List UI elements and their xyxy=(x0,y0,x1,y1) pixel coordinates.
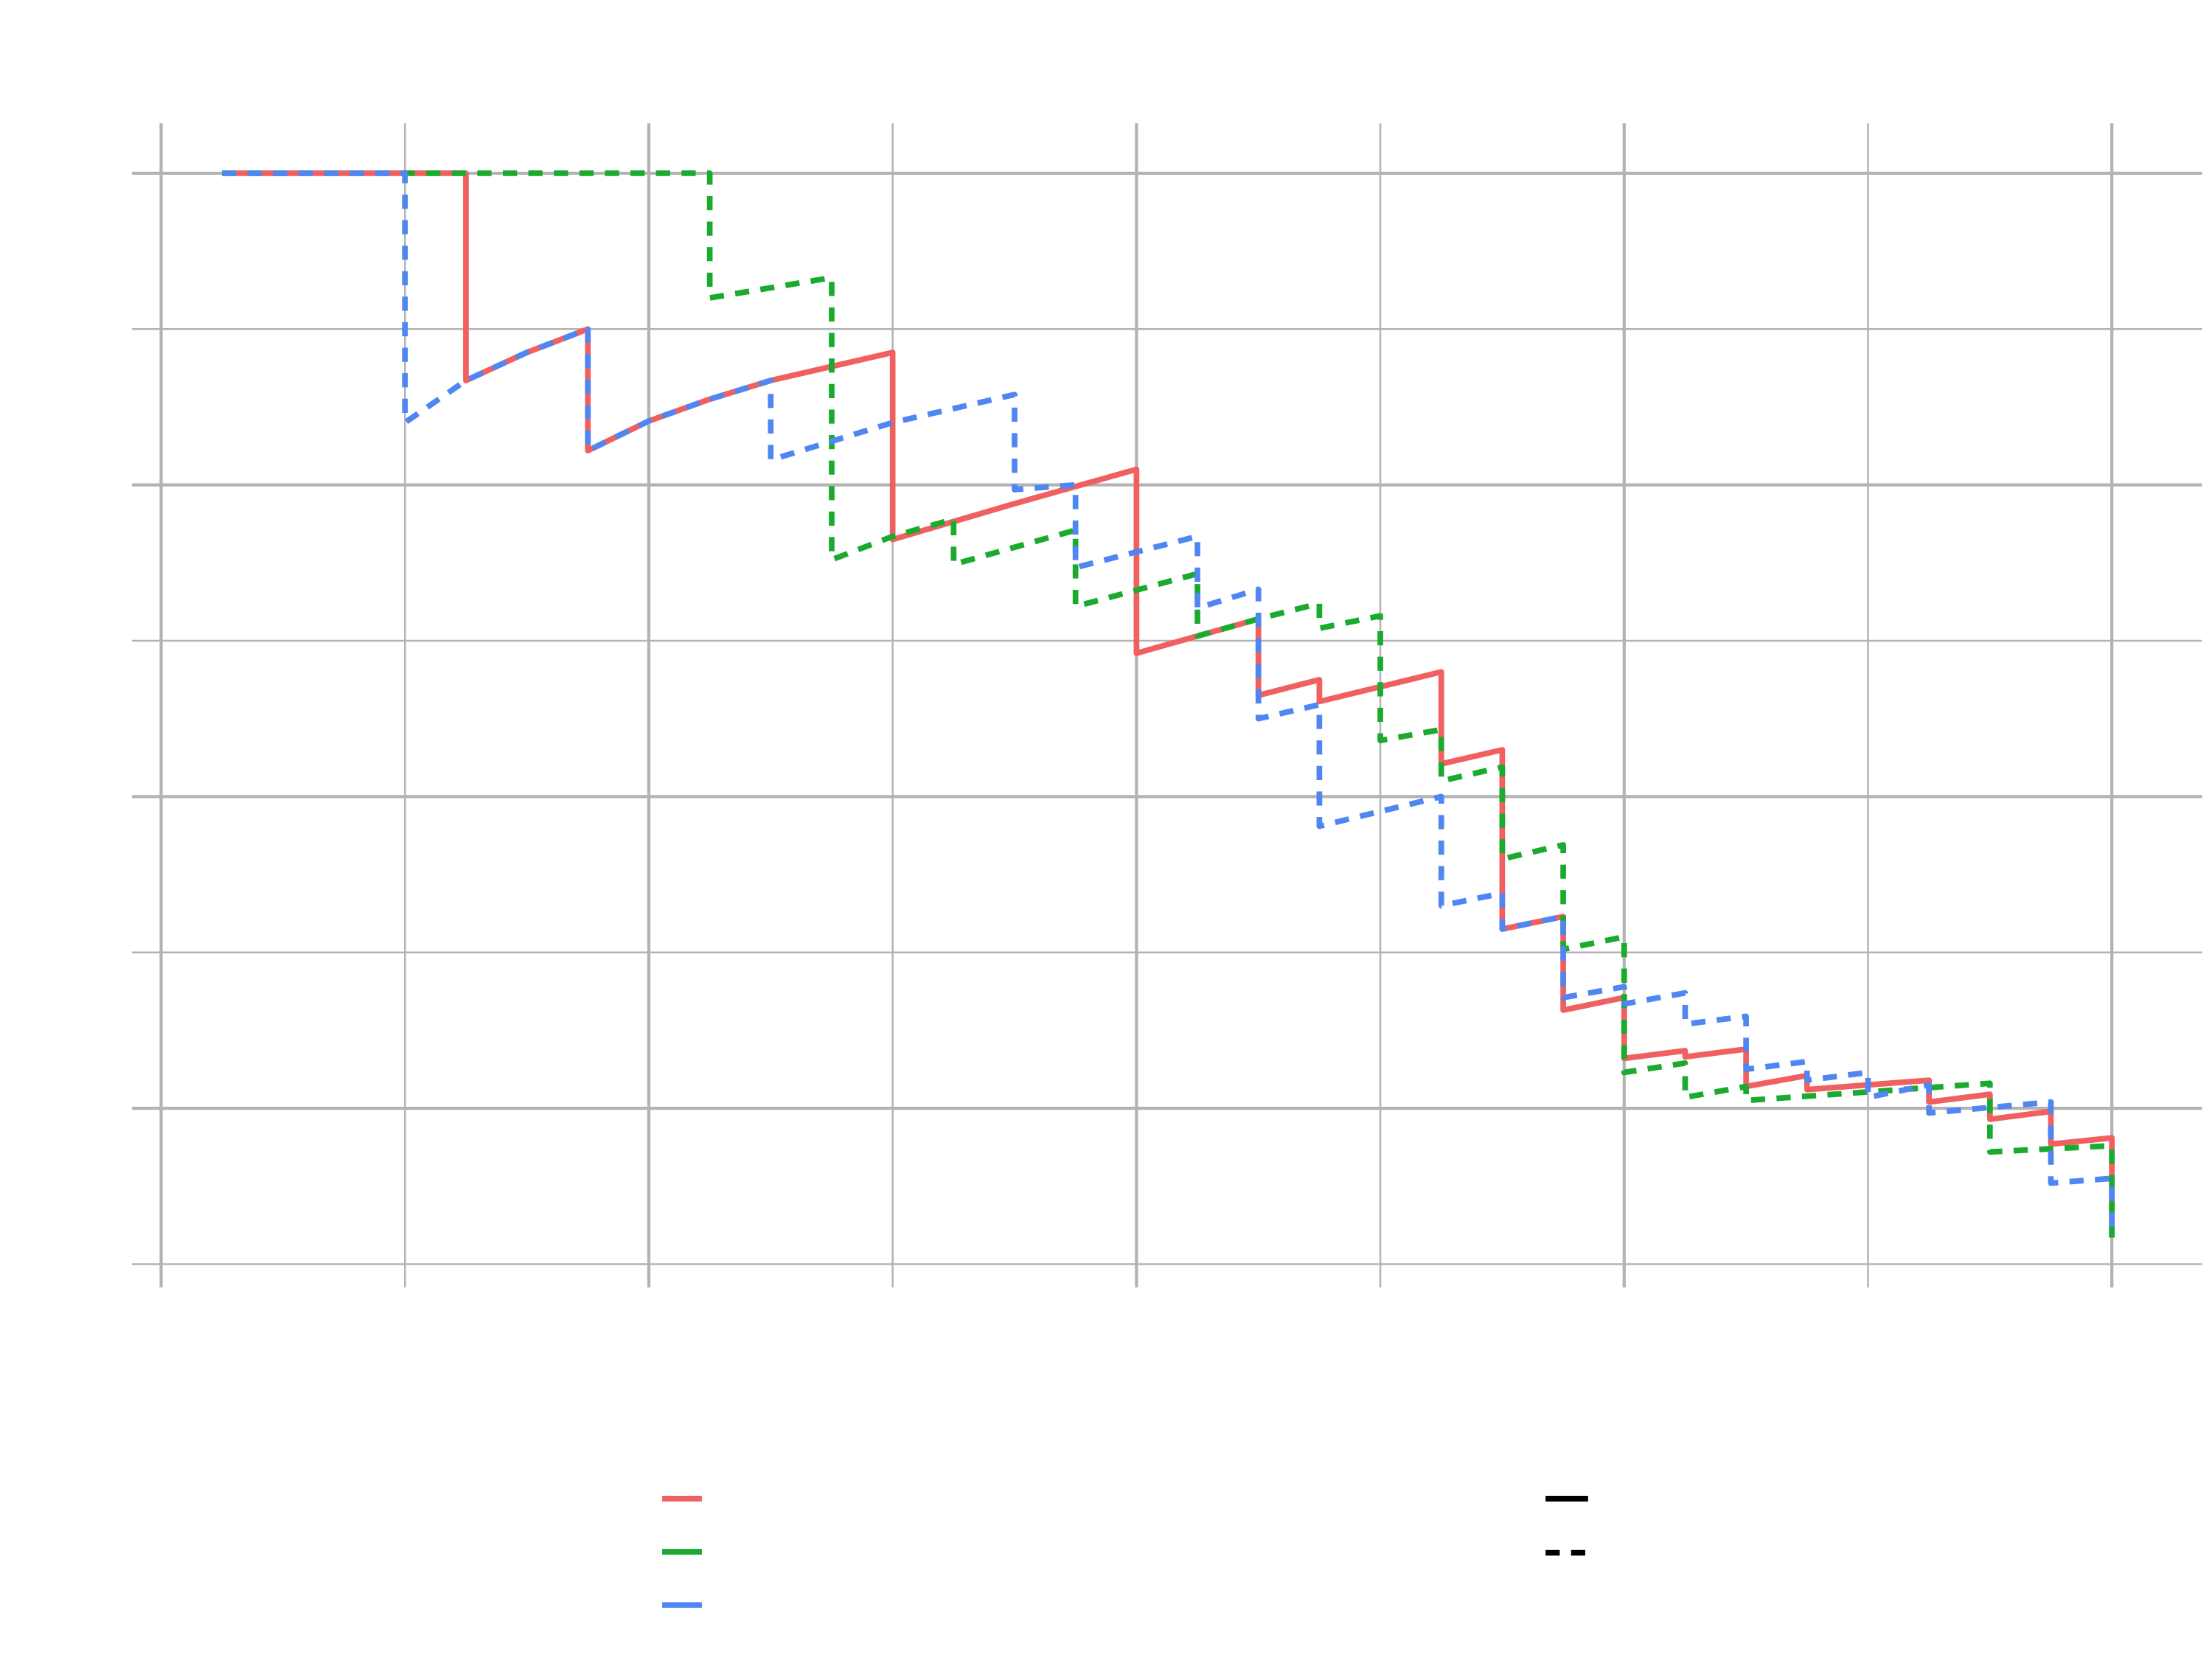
plot-lines xyxy=(222,170,2115,1238)
series-line xyxy=(222,170,2115,1238)
series-line xyxy=(222,170,2115,1238)
grid xyxy=(131,123,2202,1288)
legend xyxy=(662,1495,1588,1608)
